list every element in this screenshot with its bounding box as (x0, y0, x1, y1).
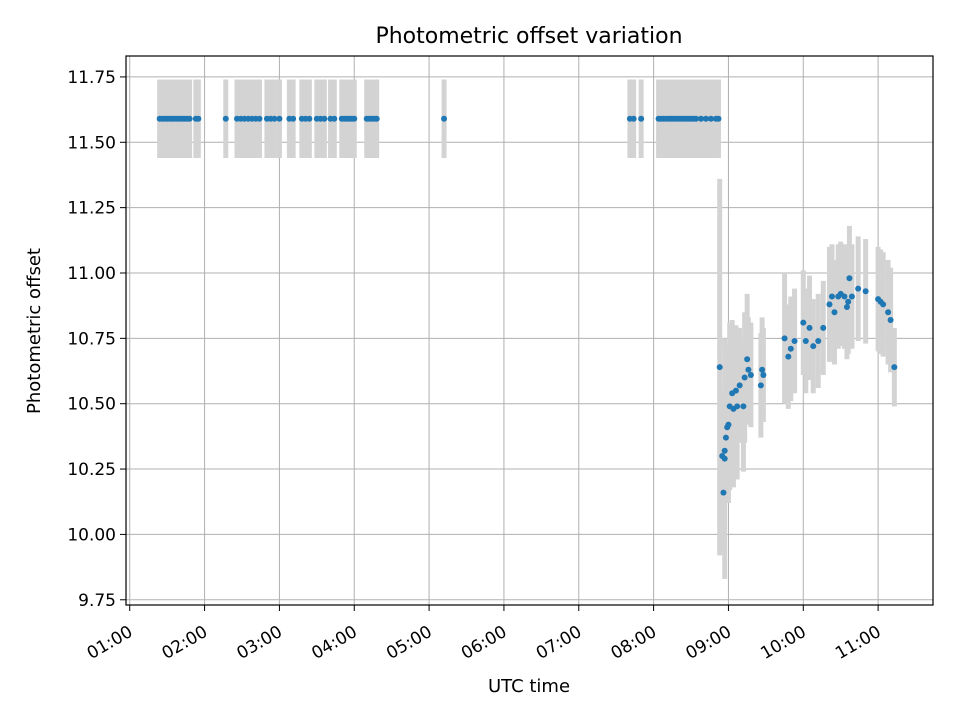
chart-title: Photometric offset variation (375, 24, 682, 49)
data-point (732, 387, 739, 394)
data-point (759, 366, 766, 373)
data-point (331, 115, 338, 122)
y-tick-label: 11.75 (67, 68, 116, 88)
data-point (757, 382, 764, 389)
data-point (707, 115, 714, 122)
data-point (787, 345, 794, 352)
data-point (740, 403, 747, 410)
data-point (826, 301, 833, 308)
data-point (791, 337, 798, 344)
data-point (887, 317, 894, 324)
data-point (846, 275, 853, 282)
data-point (810, 343, 817, 350)
data-point (271, 115, 278, 122)
y-tick-label: 10.25 (67, 460, 116, 480)
data-point (276, 115, 283, 122)
data-point (831, 309, 838, 316)
data-point (891, 364, 898, 371)
data-point (815, 337, 822, 344)
data-point (441, 115, 448, 122)
data-point (781, 335, 788, 342)
y-axis-label: Photometric offset (24, 248, 45, 414)
data-point (828, 293, 835, 300)
data-point (862, 288, 869, 295)
data-point (195, 115, 202, 122)
data-point (716, 364, 723, 371)
data-point (715, 115, 722, 122)
data-point (806, 324, 813, 331)
data-point (373, 115, 380, 122)
data-point (321, 115, 328, 122)
y-tick-label: 9.75 (78, 591, 116, 611)
data-point (351, 115, 358, 122)
data-point (745, 366, 752, 373)
data-point (256, 115, 263, 122)
data-point (760, 371, 767, 378)
data-point (843, 303, 850, 310)
data-point (722, 434, 729, 441)
data-point (720, 489, 727, 496)
data-point (721, 455, 728, 462)
data-point (855, 285, 862, 292)
data-point (222, 115, 229, 122)
data-point (785, 353, 792, 360)
data-point (820, 324, 827, 331)
y-tick-label: 11.25 (67, 199, 116, 219)
x-axis-label: UTC time (488, 676, 570, 697)
data-point (186, 115, 193, 122)
y-tick-label: 11.50 (67, 133, 116, 153)
data-point (698, 115, 705, 122)
data-point (802, 337, 809, 344)
y-tick-label: 10.00 (67, 525, 116, 545)
data-point (638, 115, 645, 122)
data-point (721, 447, 728, 454)
data-point (736, 382, 743, 389)
data-point (880, 301, 887, 308)
plot-frame (125, 55, 934, 606)
data-point (306, 115, 313, 122)
data-point (702, 115, 709, 122)
data-point (848, 293, 855, 300)
data-point (741, 374, 748, 381)
y-tick-label: 10.75 (67, 329, 116, 349)
data-point (734, 403, 741, 410)
data-points (156, 115, 898, 496)
data-point (693, 115, 700, 122)
y-axis-ticks: 9.75 10.00 10.25 10.50 10.75 11.00 11.25 11.50 1… (67, 68, 126, 611)
data-point (747, 371, 754, 378)
data-point (630, 115, 637, 122)
data-point (885, 309, 892, 316)
data-point (290, 115, 297, 122)
data-point (800, 319, 807, 326)
data-point (744, 356, 751, 363)
y-tick-label: 10.50 (67, 395, 116, 415)
y-tick-label: 11.00 (67, 264, 116, 284)
data-point (841, 293, 848, 300)
data-point (845, 298, 852, 305)
data-point (725, 421, 732, 428)
